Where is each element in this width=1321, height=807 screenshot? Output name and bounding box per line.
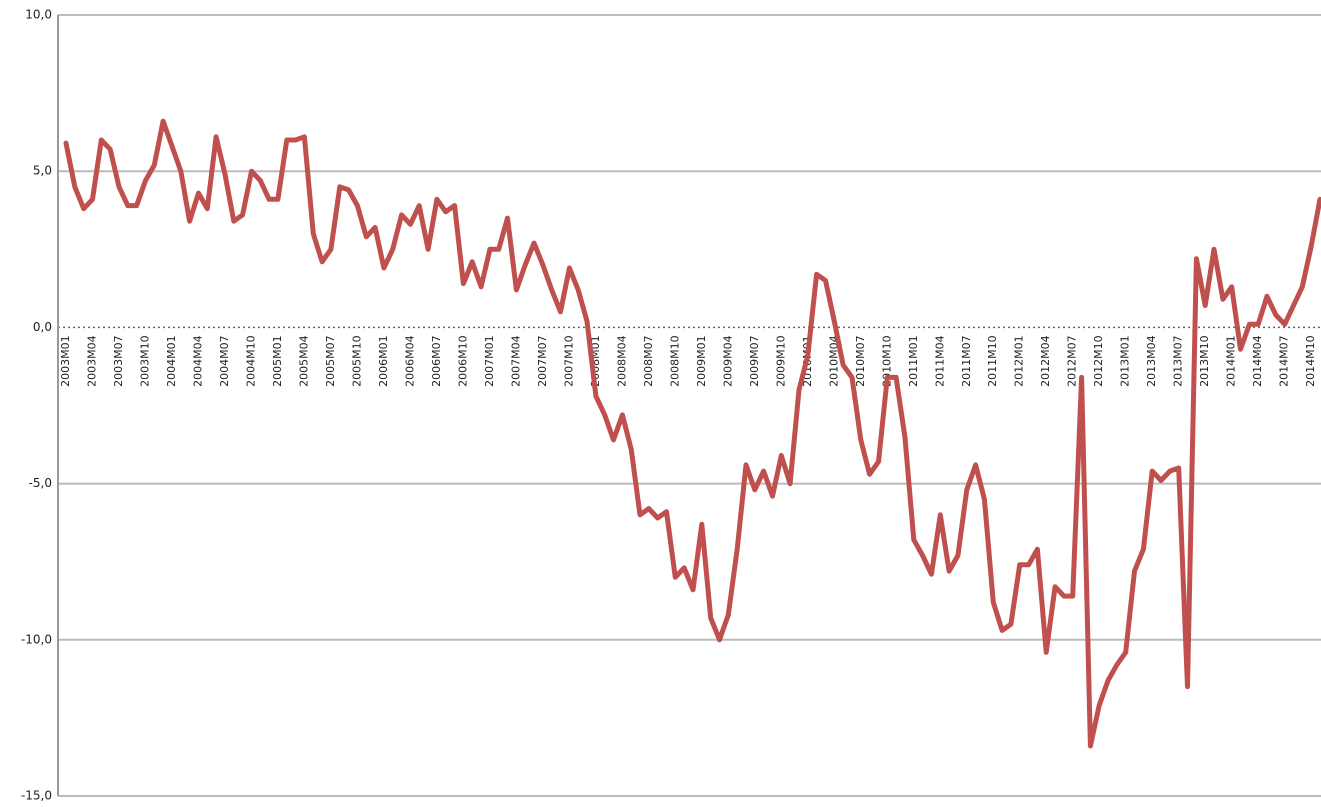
x-tick-label: 2011M01: [907, 335, 920, 386]
y-tick-label: 5,0: [33, 164, 52, 178]
x-tick-label: 2003M10: [138, 335, 151, 386]
x-tick-label: 2010M10: [880, 335, 893, 386]
x-tick-label: 2003M07: [112, 335, 125, 386]
x-tick-label: 2008M10: [668, 335, 681, 386]
x-tick-label: 2014M07: [1278, 335, 1291, 386]
x-tick-label: 2003M01: [59, 335, 72, 386]
x-tick-label: 2005M04: [297, 335, 310, 386]
x-tick-label: 2007M01: [483, 335, 496, 386]
x-tick-label: 2013M04: [1145, 335, 1158, 386]
x-tick-label: 2008M04: [615, 335, 628, 386]
x-tick-label: 2004M01: [165, 335, 178, 386]
x-tick-label: 2014M04: [1251, 335, 1264, 386]
x-tick-label: 2005M10: [350, 335, 363, 386]
x-tick-label: 2005M01: [271, 335, 284, 386]
x-tick-label: 2005M07: [324, 335, 337, 386]
y-tick-label: 0,0: [33, 320, 52, 334]
x-tick-label: 2013M10: [1198, 335, 1211, 386]
x-tick-label: 2007M07: [536, 335, 549, 386]
x-tick-label: 2012M07: [1066, 335, 1079, 386]
x-tick-label: 2006M04: [403, 335, 416, 386]
y-tick-label: -15,0: [21, 789, 52, 803]
x-tick-label: 2004M04: [191, 335, 204, 386]
x-tick-label: 2013M07: [1172, 335, 1185, 386]
data-line: [63, 118, 1321, 749]
x-tick-label: 2011M04: [933, 335, 946, 386]
x-tick-label: 2006M01: [377, 335, 390, 386]
x-tick-label: 2012M04: [1039, 335, 1052, 386]
x-tick-label: 2010M07: [854, 335, 867, 386]
x-tick-label: 2010M04: [827, 335, 840, 386]
x-tick-label: 2004M10: [244, 335, 257, 386]
y-tick-label: 10,0: [25, 8, 52, 22]
x-tick-label: 2013M01: [1119, 335, 1132, 386]
y-tick-label: -10,0: [21, 632, 52, 646]
x-tick-label: 2007M10: [562, 335, 575, 386]
x-tick-label: 2004M07: [218, 335, 231, 386]
x-tick-label: 2009M04: [721, 335, 734, 386]
x-tick-label: 2009M01: [695, 335, 708, 386]
x-tick-label: 2003M04: [85, 335, 98, 386]
y-tick-label: -5,0: [29, 476, 52, 490]
x-tick-label: 2014M10: [1304, 335, 1317, 386]
x-tick-label: 2006M10: [456, 335, 469, 386]
x-tick-label: 2014M01: [1225, 335, 1238, 386]
x-tick-label: 2009M10: [774, 335, 787, 386]
x-tick-label: 2009M07: [748, 335, 761, 386]
x-tick-label: 2006M07: [430, 335, 443, 386]
x-tick-label: 2012M10: [1092, 335, 1105, 386]
x-tick-label: 2012M01: [1013, 335, 1026, 386]
x-tick-label: 2011M10: [986, 335, 999, 386]
x-tick-label: 2011M07: [960, 335, 973, 386]
x-tick-label: 2007M04: [509, 335, 522, 386]
x-tick-label: 2008M07: [642, 335, 655, 386]
